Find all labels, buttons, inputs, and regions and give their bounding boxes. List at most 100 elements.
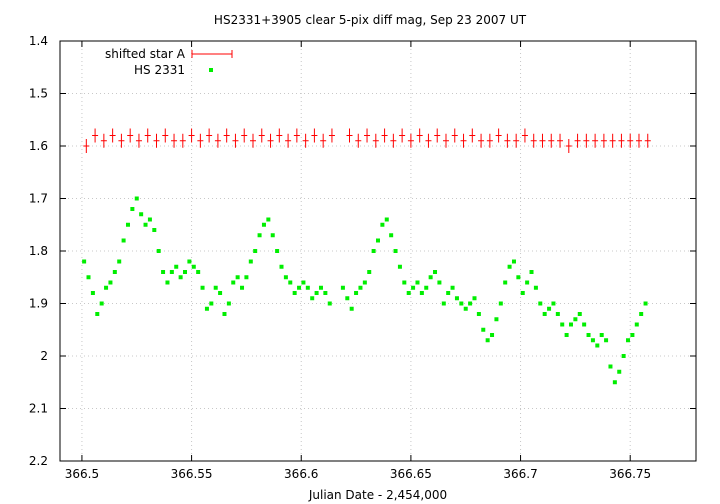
hs-2331-point (270, 233, 275, 238)
hs-2331-point (639, 312, 644, 316)
hs-2331-point (555, 312, 560, 316)
hs-2331-point (454, 296, 459, 301)
hs-2331-point (152, 228, 157, 232)
hs-2331-point (266, 217, 271, 222)
hs-2331-point (209, 301, 214, 306)
hs-2331-point (367, 270, 372, 274)
hs-2331-point (485, 338, 490, 343)
hs-2331-point (621, 354, 626, 358)
hs-2331-point (99, 301, 104, 306)
hs-2331-point (169, 270, 174, 274)
y-tick-label: 1.5 (29, 87, 48, 101)
hs-2331-point (288, 280, 293, 285)
hs-2331-point (547, 306, 552, 311)
hs-2331-point (599, 333, 604, 337)
hs-2331-point (468, 301, 473, 306)
hs-2331-point (415, 280, 420, 285)
hs-2331-point (86, 275, 91, 280)
grid-lines (60, 41, 696, 461)
hs-2331-point (397, 264, 402, 269)
legend-label-shifted-star-a: shifted star A (105, 47, 186, 61)
hs-2331-point (275, 249, 280, 253)
hs-2331-point (310, 296, 315, 301)
y-tick-label: 2.1 (29, 402, 48, 416)
hs-2331-point (165, 280, 170, 285)
hs-2331-point (507, 264, 512, 269)
hs-2331-point (393, 249, 398, 253)
hs-2331-point (174, 264, 179, 269)
hs-2331-point (82, 259, 87, 264)
y-axis-ticks: 1.4 1.5 1.6 1.7 1.8 1.9 2 2.1 2.2 (29, 34, 696, 468)
hs-2331-point (437, 280, 442, 285)
x-tick-label: 366.5 (65, 467, 99, 481)
hs-2331-point (389, 233, 394, 238)
hs-2331-point (608, 364, 613, 369)
hs-2331-point (424, 285, 429, 290)
hs-2331-point (187, 259, 192, 264)
hs-2331-point (345, 296, 350, 301)
hs-2331-point (248, 259, 253, 264)
hs-2331-point (139, 212, 144, 217)
hs-2331-point (362, 280, 367, 285)
hs-2331-point (305, 285, 310, 290)
hs-2331-point (204, 306, 209, 311)
hs-2331-point (323, 291, 328, 295)
hs-2331-point (520, 291, 525, 295)
y-tick-label: 1.6 (29, 139, 48, 153)
hs-2331-point (191, 264, 196, 269)
x-tick-label: 366.55 (171, 467, 213, 481)
hs-2331-point (490, 333, 495, 337)
hs-2331-point (384, 217, 389, 222)
series-hs-2331 (82, 196, 648, 385)
x-axis-label: Julian Date - 2,454,000 (308, 488, 447, 502)
hs-2331-point (222, 312, 227, 316)
y-tick-label: 2.2 (29, 454, 48, 468)
hs-2331-point (481, 327, 486, 332)
hs-2331-point (125, 222, 130, 227)
hs-2331-point (226, 301, 231, 306)
hs-2331-point (498, 301, 503, 306)
legend-label-hs-2331: HS 2331 (134, 63, 185, 77)
hs-2331-point (612, 380, 617, 385)
hs-2331-point (446, 291, 451, 295)
hs-2331-point (380, 222, 385, 227)
hs-2331-point (564, 333, 569, 337)
hs-2331-point (134, 196, 139, 201)
hs-2331-point (511, 259, 516, 264)
hs-2331-point (428, 275, 433, 280)
hs-2331-point (117, 259, 122, 264)
hs-2331-point (90, 291, 95, 295)
hs-2331-point (161, 270, 166, 274)
x-tick-label: 366.6 (284, 467, 318, 481)
hs-2331-point (95, 312, 100, 316)
hs-2331-point (595, 343, 600, 348)
hs-2331-point (358, 285, 363, 290)
hs-2331-point (617, 369, 622, 374)
hs-2331-point (112, 270, 117, 274)
hs-2331-point (261, 222, 266, 227)
hs-2331-point (253, 249, 258, 253)
hs-2331-point (582, 322, 587, 327)
hs-2331-point (235, 275, 240, 280)
hs-2331-point (297, 285, 302, 290)
hs-2331-point (406, 291, 411, 295)
series-shifted-star-a (83, 128, 651, 153)
hs-2331-point (104, 285, 109, 290)
hs-2331-point (568, 322, 573, 327)
chart-title: HS2331+3905 clear 5-pix diff mag, Sep 23… (214, 13, 527, 27)
hs-2331-point (476, 312, 481, 316)
hs-2331-point (340, 285, 345, 290)
hs-2331-point (240, 285, 245, 290)
hs-2331-point (463, 306, 468, 311)
hs-2331-point (577, 312, 582, 316)
hs-2331-point (433, 270, 438, 274)
hs-2331-point (525, 280, 530, 285)
hs-2331-point (349, 306, 354, 311)
hs-2331-point (630, 333, 635, 337)
hs-2331-point (560, 322, 565, 327)
hs-2331-point (590, 338, 595, 343)
hs-2331-point (626, 338, 631, 343)
hs-2331-point (634, 322, 639, 327)
y-tick-label: 1.9 (29, 297, 48, 311)
